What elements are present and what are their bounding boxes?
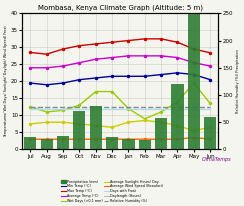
Bar xyxy=(24,137,36,149)
Bar xyxy=(122,138,134,149)
Title: Mombasa, Kenya Climate Graph (Altitude: 5 m): Mombasa, Kenya Climate Graph (Altitude: … xyxy=(38,4,203,11)
Legend: Precipitation (mm), Min Temp (°C), Max Temp (°C), Average Temp (°C), Wet Days (>: Precipitation (mm), Min Temp (°C), Max T… xyxy=(60,178,164,204)
Bar xyxy=(41,139,53,149)
Y-axis label: Relative Humidity (%)/ Precipitation: Relative Humidity (%)/ Precipitation xyxy=(236,49,240,113)
Bar xyxy=(188,13,200,149)
Bar xyxy=(73,111,85,149)
Bar xyxy=(204,117,216,149)
Bar xyxy=(106,137,118,149)
Bar xyxy=(57,136,69,149)
Bar xyxy=(139,140,151,149)
Bar xyxy=(171,84,184,149)
Bar xyxy=(90,106,102,149)
Bar xyxy=(155,118,167,149)
Y-axis label: Temperatures/ Wet Days/ Sunlight/ Daylight/ Wind Speed/ Frost: Temperatures/ Wet Days/ Sunlight/ Daylig… xyxy=(4,25,8,137)
Text: ClimaTemps: ClimaTemps xyxy=(202,157,232,162)
